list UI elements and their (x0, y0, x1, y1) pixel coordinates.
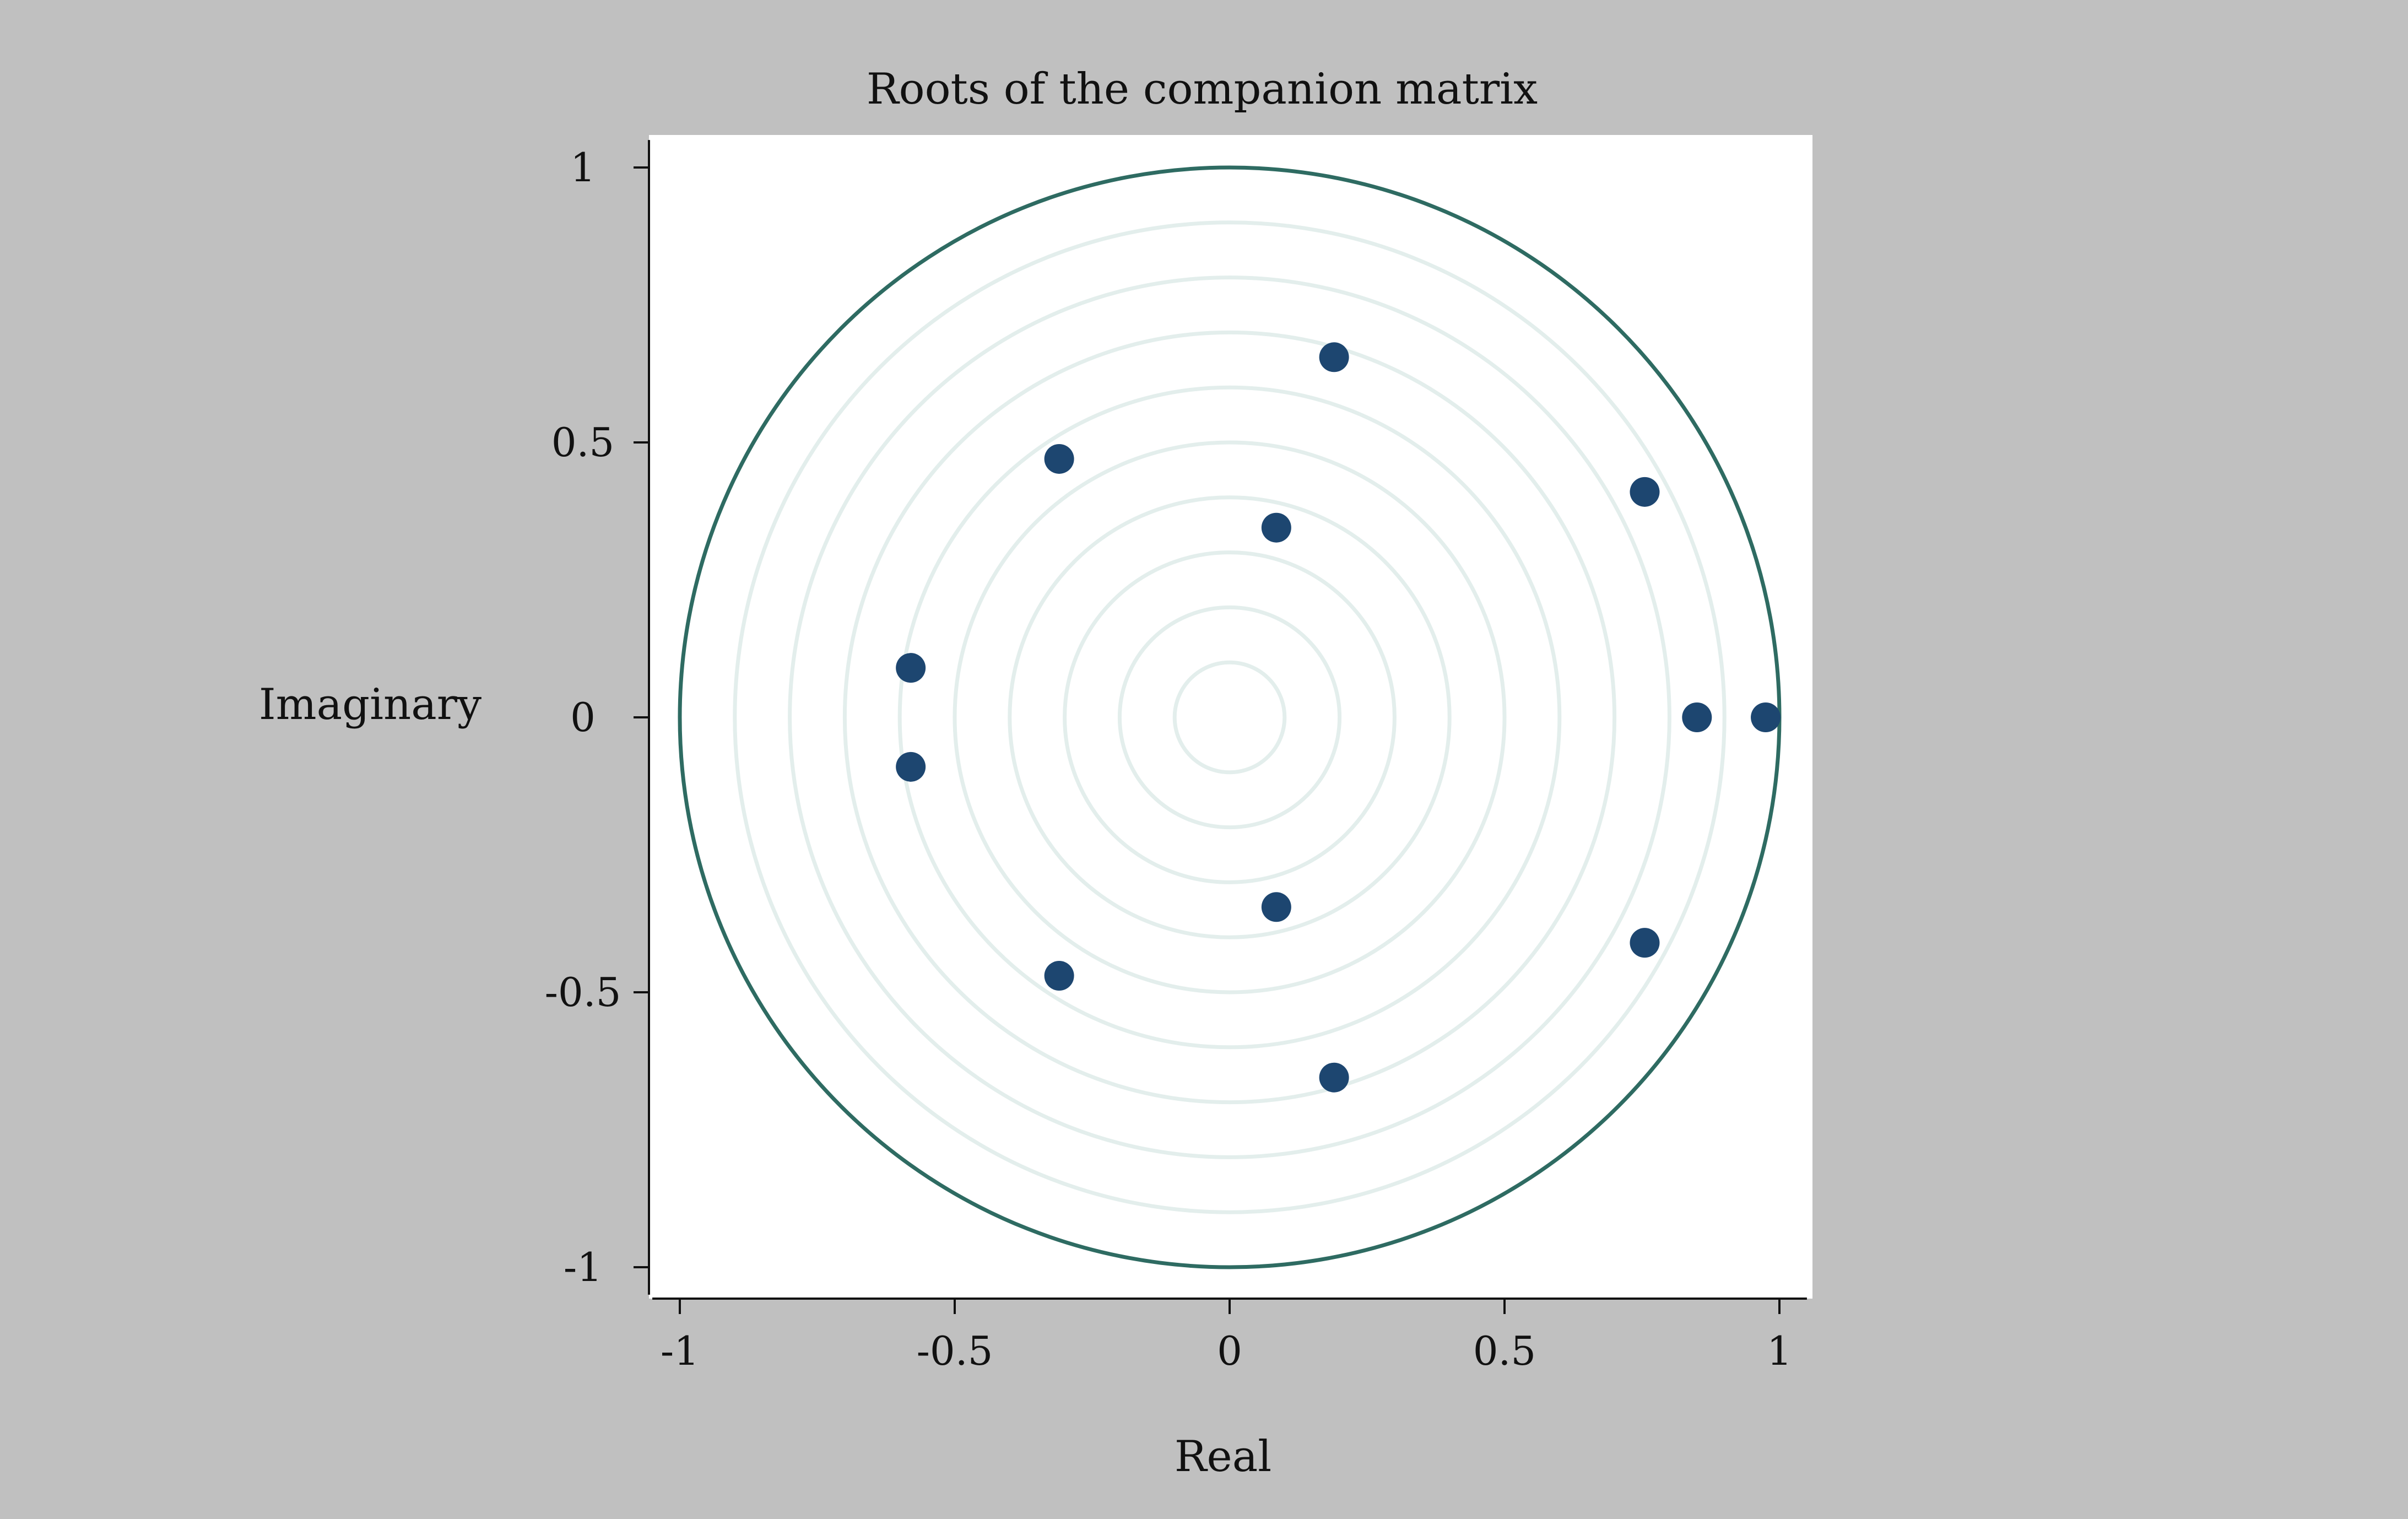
reference-circle-8 (788, 275, 1671, 1159)
x-tick-label-5: 1 (1767, 1328, 1792, 1374)
y-axis-label: Imaginary (259, 680, 481, 729)
root-point-2 (1319, 1062, 1349, 1093)
root-point-12 (1751, 702, 1781, 732)
reference-circle-1 (1172, 660, 1287, 775)
x-axis-label: Real (1175, 1432, 1271, 1482)
x-tick-label-2: -0.5 (917, 1328, 993, 1374)
y-tick-label-3: 0 (570, 694, 596, 740)
x-tick-label-1: -1 (661, 1328, 699, 1374)
reference-circle-5 (953, 440, 1507, 994)
y-tick-label-2: -0.5 (545, 969, 621, 1015)
root-point-9 (896, 653, 926, 683)
reference-circle-2 (1117, 605, 1342, 830)
root-point-3 (1044, 444, 1074, 474)
x-tick-label-3: 0 (1217, 1328, 1242, 1374)
reference-circle-3 (1063, 550, 1397, 884)
root-point-8 (1630, 928, 1660, 958)
root-point-10 (896, 752, 926, 782)
y-tick-label-4: 0.5 (551, 419, 615, 466)
reference-circle-9 (733, 220, 1727, 1214)
root-point-1 (1319, 342, 1349, 372)
reference-circle-4 (1008, 495, 1452, 939)
plot-area (649, 135, 1812, 1299)
y-tick-label-1: -1 (564, 1244, 602, 1290)
reference-circle-7 (842, 330, 1617, 1105)
root-points (896, 342, 1781, 1093)
root-point-4 (1044, 961, 1074, 991)
reference-circles (733, 220, 1727, 1214)
root-point-6 (1261, 892, 1291, 922)
root-point-7 (1630, 477, 1660, 507)
x-tick-label-4: 0.5 (1473, 1328, 1536, 1374)
x-axis-ticks: -1 -0.5 0 0.5 1 (661, 1299, 1792, 1374)
reference-circle-6 (897, 385, 1562, 1050)
root-point-11 (1682, 702, 1712, 732)
root-point-5 (1261, 512, 1291, 543)
y-tick-label-5: 1 (570, 144, 596, 191)
y-axis-ticks: -1 -0.5 0 0.5 1 (545, 144, 649, 1290)
chart-title: Roots of the companion matrix (867, 64, 1538, 114)
